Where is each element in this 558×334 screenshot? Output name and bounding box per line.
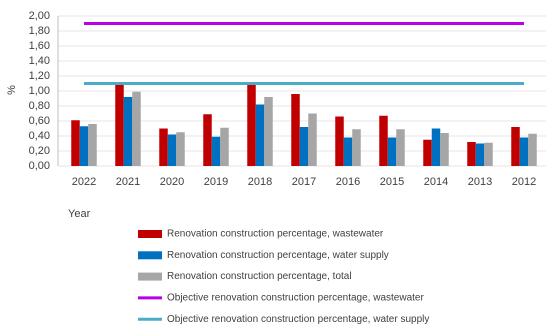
bar (352, 129, 361, 166)
legend-label: Renovation construction percentage, wate… (167, 250, 389, 261)
bar (247, 85, 256, 166)
y-tick-label: 1,80 (29, 25, 50, 37)
y-tick-label: 1,00 (29, 85, 50, 97)
legend-label: Objective renovation construction percen… (167, 293, 424, 304)
y-tick-label: 0,40 (29, 130, 50, 142)
x-tick-label: 2017 (292, 176, 316, 188)
bar (423, 139, 432, 166)
y-tick-label: 0,20 (29, 145, 50, 157)
bar (264, 97, 273, 166)
x-tick-label: 2022 (72, 176, 96, 188)
bar (88, 124, 97, 166)
bar (159, 128, 168, 166)
bar (203, 114, 212, 166)
bar (115, 85, 124, 166)
legend-label: Objective renovation construction percen… (167, 314, 429, 325)
bar (467, 142, 476, 166)
x-tick-label: 2021 (116, 176, 140, 188)
bar (220, 127, 229, 166)
bar (335, 116, 344, 166)
x-tick-label: 2016 (336, 176, 360, 188)
x-tick-label: 2014 (424, 176, 448, 188)
bar (440, 133, 449, 166)
bar (211, 136, 221, 166)
y-tick-label: 1,20 (29, 70, 50, 82)
bar (291, 94, 300, 166)
legend-swatch (138, 230, 162, 238)
x-tick-label: 2019 (204, 176, 228, 188)
bar (475, 143, 485, 166)
bar (387, 137, 397, 166)
bar (431, 128, 441, 166)
bar (343, 137, 353, 166)
bar (484, 142, 493, 166)
bar (71, 120, 80, 166)
y-tick-label: 0,60 (29, 115, 50, 127)
bar (176, 132, 185, 166)
bar (396, 129, 405, 166)
legend-swatch (138, 251, 162, 260)
legend-label: Renovation construction percentage, tota… (167, 271, 352, 282)
legend-swatch (138, 272, 162, 281)
bar (519, 137, 529, 166)
bar (132, 91, 141, 166)
y-tick-label: 1,60 (29, 40, 50, 52)
bar (255, 104, 265, 166)
bar (511, 127, 520, 166)
bar (379, 115, 388, 166)
bar (79, 126, 89, 166)
x-tick-label: 2020 (160, 176, 184, 188)
bar (299, 127, 309, 166)
y-tick-label: 0,00 (29, 160, 50, 172)
bar (528, 133, 537, 166)
bar (123, 97, 133, 166)
x-axis-label: Year (68, 208, 91, 220)
y-tick-label: 2,00 (29, 10, 50, 22)
x-tick-label: 2012 (512, 176, 536, 188)
y-axis-label: % (6, 85, 18, 95)
x-tick-label: 2015 (380, 176, 404, 188)
y-tick-label: 1,40 (29, 55, 50, 67)
x-tick-label: 2013 (468, 176, 492, 188)
bar (167, 134, 177, 166)
legend-label: Renovation construction percentage, wast… (167, 229, 384, 240)
y-tick-label: 0,80 (29, 100, 50, 112)
x-tick-label: 2018 (248, 176, 272, 188)
bar (308, 113, 317, 166)
